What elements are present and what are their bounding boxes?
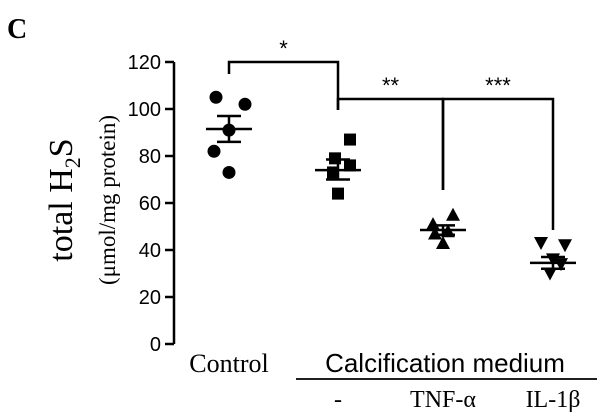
significance-label: *	[279, 36, 288, 61]
significance-label: ***	[485, 73, 511, 98]
significance-label: **	[382, 73, 400, 98]
data-point	[344, 159, 356, 172]
data-point	[344, 133, 356, 146]
data-point	[332, 187, 344, 200]
y-ticks: 0 20 40 60 80 100 120	[128, 52, 174, 356]
y-axis-title-subscript: 2	[60, 157, 85, 168]
y-axis-unit: (μmol/mg protein)	[95, 115, 120, 285]
data-point	[209, 90, 223, 104]
data-point	[238, 97, 252, 111]
data-point	[543, 267, 557, 281]
data-point	[426, 217, 440, 231]
y-tick-label: 40	[139, 240, 161, 262]
y-axis-title-tail: S	[43, 138, 80, 157]
significance-brackets: *** ***	[227, 36, 555, 230]
data-point	[222, 165, 236, 179]
y-tick-label: 60	[139, 193, 161, 215]
data-points	[207, 90, 572, 281]
data-point	[436, 235, 450, 249]
group-label: Calcification medium	[325, 348, 565, 378]
x-category-labels: Control - TNF-α IL-1β	[189, 349, 580, 412]
data-point	[207, 144, 221, 158]
data-point	[428, 226, 442, 240]
x-category-label: -	[334, 387, 342, 412]
svg-text:total H2S: total H2S	[43, 138, 85, 261]
y-tick-label: 100	[128, 99, 161, 121]
y-tick-label: 80	[139, 146, 161, 168]
y-tick-label: 0	[150, 334, 161, 356]
y-tick-label: 20	[139, 287, 161, 309]
significance-bracket	[227, 60, 340, 110]
mean-sem-bars	[206, 114, 576, 271]
x-category-label: TNF-α	[410, 387, 476, 412]
y-axis-title-main: total H	[43, 168, 80, 261]
x-category-label: IL-1β	[526, 387, 581, 412]
significance-bracket	[441, 97, 555, 230]
y-tick-label: 120	[128, 52, 161, 74]
panel-label: C	[7, 14, 27, 45]
data-point	[534, 236, 548, 250]
data-point	[558, 239, 572, 253]
data-point	[554, 258, 568, 272]
x-category-label: Control	[189, 349, 268, 378]
y-axis-title: total H2S	[43, 138, 85, 261]
data-point	[446, 207, 460, 221]
